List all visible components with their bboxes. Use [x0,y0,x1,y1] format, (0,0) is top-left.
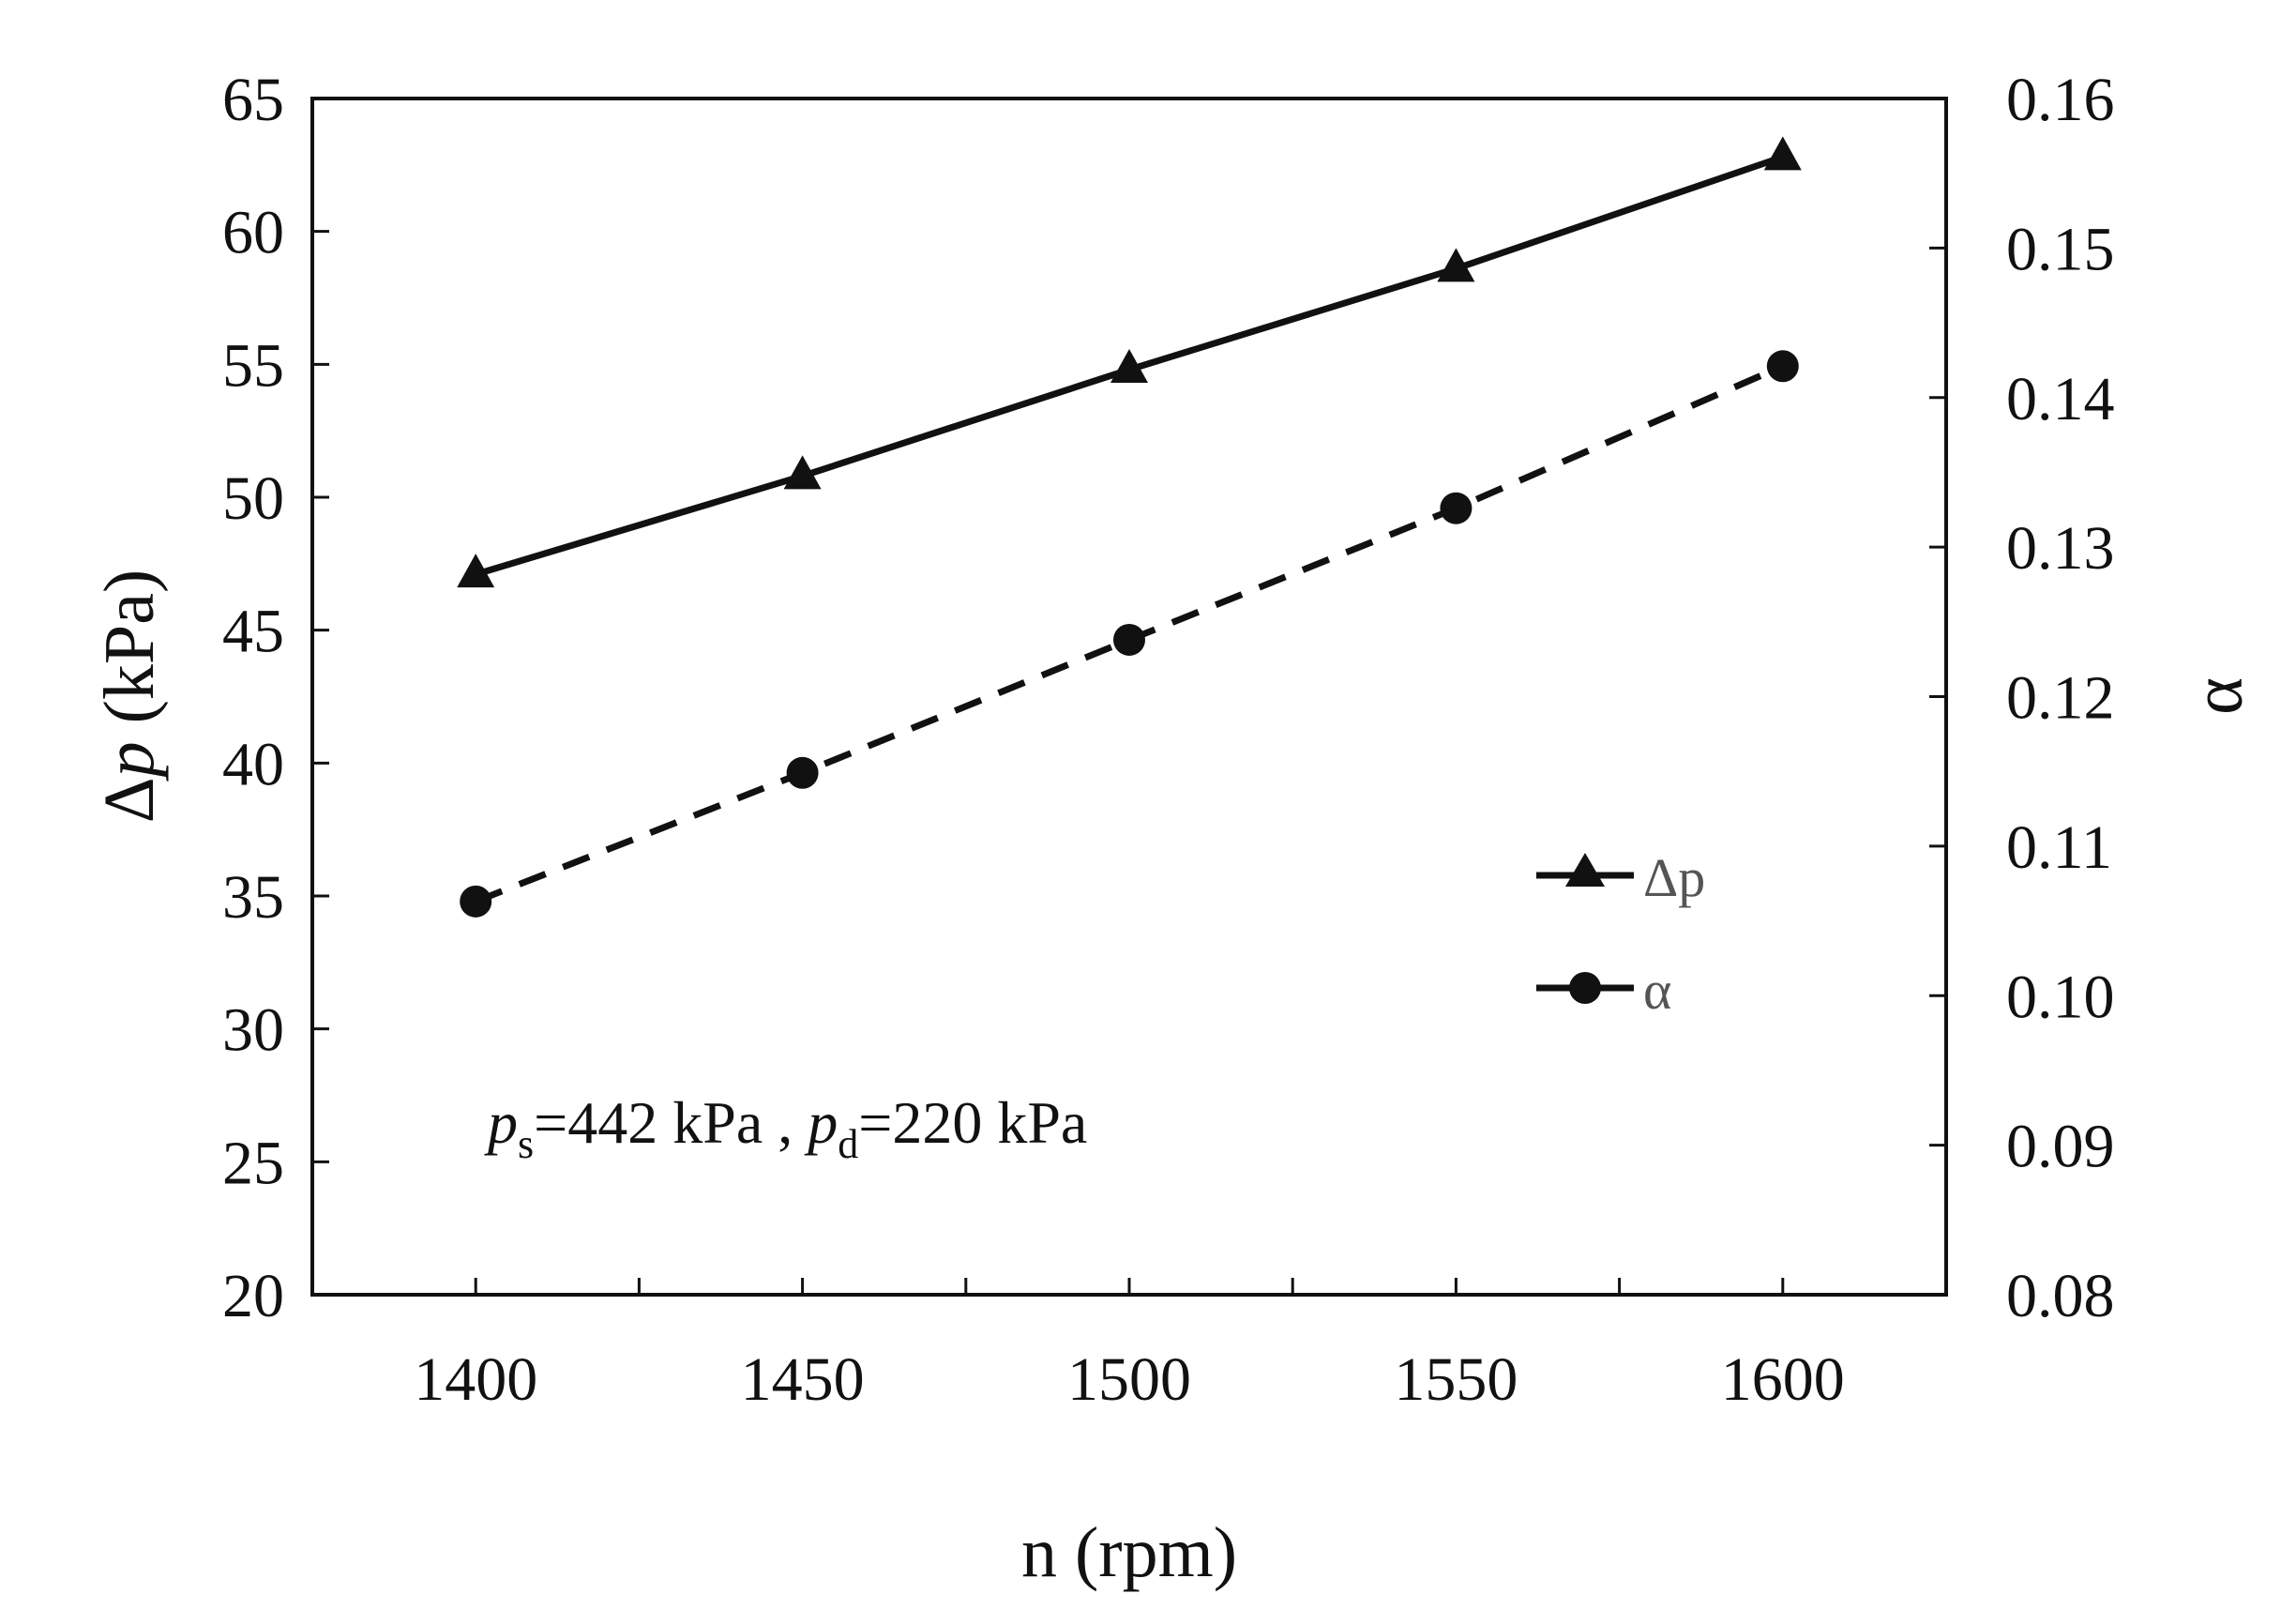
right-y-tick-label: 0.16 [2006,66,2115,134]
annotation-mid: =442 kPa , [534,1089,808,1156]
left-y-tick-label: 35 [222,863,284,932]
data-point-triangle [783,455,822,490]
left-y-tick-label: 20 [222,1262,284,1330]
left-y-tick-label: 45 [222,598,284,666]
data-point-triangle [1110,349,1148,383]
right-y-tick-label: 0.10 [2006,963,2115,1031]
annotation-end: =220 kPa [858,1089,1087,1156]
right-y-tick-label: 0.09 [2006,1113,2115,1181]
x-tick-label: 1450 [741,1345,865,1414]
data-point-circle [460,885,492,918]
annotation-p-d: p [804,1089,838,1156]
right-y-axis-title: α [2179,677,2258,715]
left-y-tick-label: 30 [222,996,284,1065]
right-y-tick-label: 0.14 [2006,365,2115,433]
legend: Δp α [1536,847,1705,1021]
x-tick-label: 1550 [1394,1345,1518,1414]
annotation-sub-d: d [838,1121,858,1167]
data-point-circle [786,756,819,789]
right-y-tick-label: 0.13 [2006,514,2115,583]
x-tick-label: 1500 [1067,1345,1191,1414]
left-y-axis-title-var: p [90,741,169,782]
x-axis: 1400 1450 1500 1550 1600 [414,1278,1845,1414]
x-tick-label: 1600 [1721,1345,1845,1414]
left-y-tick-label: 25 [222,1129,284,1197]
data-point-circle [1113,623,1145,656]
right-y-tick-label: 0.15 [2006,215,2115,283]
right-y-tick-label: 0.11 [2006,813,2112,882]
annotation-p-s: p [484,1089,518,1156]
legend-marker-circle [1569,972,1601,1004]
right-y-tick-label: 0.12 [2006,664,2115,733]
left-y-axis-title: Δp (kPa) [90,569,169,824]
data-point-circle [1766,350,1799,383]
right-y-tick-label: 0.08 [2006,1262,2115,1330]
legend-label-dp: Δp [1643,847,1705,908]
series-layer [457,136,1802,918]
legend-marker-triangle [1565,853,1605,887]
left-y-tick-label: 65 [222,66,284,134]
data-point-triangle [1763,136,1802,171]
data-point-triangle [1437,248,1475,282]
x-tick-label: 1400 [414,1345,537,1414]
x-axis-title: n (rpm) [1021,1513,1237,1592]
annotation-sub-s: s [518,1121,534,1167]
left-y-axis-title-suffix: (kPa) [90,569,169,742]
left-y-tick-label: 55 [222,331,284,400]
conditions-annotation: ps=442 kPa , pd=220 kPa [484,1089,1087,1167]
left-y-tick-label: 60 [222,199,284,267]
left-y-axis-title-prefix: Δ [90,777,169,823]
data-point-triangle [457,554,495,588]
data-point-circle [1440,492,1473,524]
left-y-tick-label: 40 [222,730,284,798]
legend-label-alpha: α [1643,960,1671,1021]
right-y-axis: 0.08 0.09 0.10 0.11 0.12 0.13 0.14 0.15 0.16 [1929,66,2115,1330]
left-y-axis: 20 25 30 35 40 45 50 55 60 65 [222,66,329,1330]
left-y-tick-label: 50 [222,464,284,533]
